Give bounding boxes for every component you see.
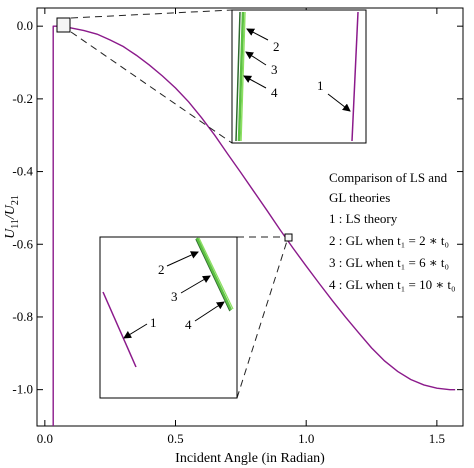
legend-item-4: 4 : GL when t₁ = 10 ∗ t₀: [329, 277, 456, 292]
inset-bottom-line-gl4: [195, 238, 231, 312]
x-tick-label: 1.5: [429, 431, 445, 446]
y-axis-label: U11/U21: [3, 195, 21, 239]
connector-top-2: [70, 31, 233, 144]
y-tick-label: -0.4: [12, 164, 33, 179]
plot-frame: [36, 7, 464, 427]
inset-top-arrow-1: [327, 93, 351, 112]
series-group: [52, 25, 456, 426]
inset-bottom-callout-1: 1: [150, 315, 157, 330]
y-tick-label: -0.8: [12, 309, 33, 324]
inset-bottom-callout-3: 3: [171, 289, 178, 304]
inset-top: 2 3 4 1: [231, 9, 367, 144]
inset-bottom-callout-2: 2: [158, 262, 165, 277]
inset-top-line-ls: [351, 11, 359, 142]
inset-top-arrow-2: [246, 28, 269, 41]
legend-item-2: 2 : GL when t₁ = 2 ∗ t₀: [329, 233, 449, 248]
inset-top-arrow-3: [245, 51, 267, 66]
inset-bottom-arrow-2: [166, 251, 199, 267]
y-tick-label: -0.6: [12, 236, 33, 251]
inset-top-callout-1: 1: [317, 78, 324, 93]
x-tick-label: 1.0: [298, 431, 314, 446]
legend-item-1: 1 : LS theory: [329, 211, 398, 226]
inset-bottom-line-ls: [102, 291, 137, 368]
series-line-0: [52, 25, 456, 391]
inset-bottom-arrow-3: [180, 275, 211, 294]
inset-top-callout-2: 2: [273, 39, 280, 54]
inset-top-frame: [231, 9, 367, 144]
zoom-marker-top: [56, 17, 71, 33]
inset-bottom-callout-4: 4: [185, 317, 192, 332]
y-tick-label: -1.0: [12, 382, 33, 397]
axis-tick-labels: 0.0 0.5 1.0 1.5 0.0 -0.2 -0.4 -0.6 -0.8 -1.0: [12, 18, 445, 446]
inset-top-callout-4: 4: [271, 85, 278, 100]
inset-bottom: 2 3 4 1: [99, 236, 238, 399]
zoom-connectors: [70, 9, 288, 399]
inset-top-line-gl2: [240, 11, 246, 142]
inset-bottom-arrow-1: [123, 323, 148, 339]
inset-top-line-gl4: [235, 11, 241, 142]
x-tick-label: 0.0: [37, 431, 53, 446]
inset-bottom-line-gl3: [195, 237, 233, 311]
inset-bottom-line-gl2: [198, 237, 234, 310]
inset-bottom-frame: [99, 236, 238, 399]
connector-bottom-2: [236, 240, 288, 399]
y-tick-label: 0.0: [17, 18, 33, 33]
inset-bottom-arrow-4: [194, 301, 225, 322]
inset-top-callout-3: 3: [271, 62, 278, 77]
legend-item-3: 3 : GL when t₁ = 6 ∗ t₀: [329, 255, 449, 270]
connector-top-1: [70, 9, 233, 19]
legend: Comparison of LS and GL theories 1 : LS …: [329, 170, 456, 292]
legend-title-line1: Comparison of LS and: [329, 170, 448, 185]
y-tick-label: -0.2: [12, 91, 33, 106]
axis-ticks: [37, 8, 463, 426]
x-tick-label: 0.5: [167, 431, 183, 446]
zoom-marker-bottom: [284, 233, 293, 242]
legend-title-line2: GL theories: [329, 190, 390, 205]
inset-top-arrow-4: [243, 75, 267, 89]
x-axis-label: Incident Angle (in Radian): [175, 451, 325, 466]
inset-top-line-gl3: [237, 11, 245, 142]
